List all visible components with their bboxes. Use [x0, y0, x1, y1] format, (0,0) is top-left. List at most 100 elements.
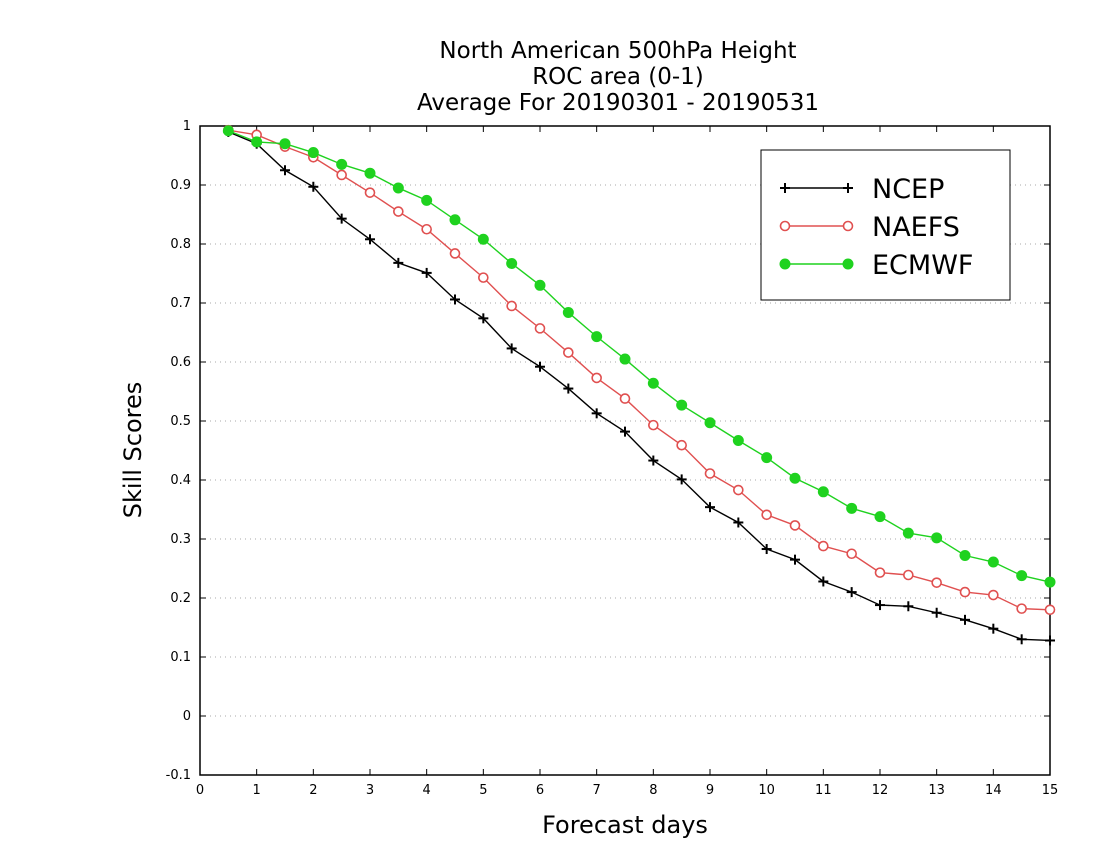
point-ecmwf [307, 147, 319, 159]
point-naefs [704, 468, 716, 479]
point-ecmwf [789, 472, 801, 484]
point-ncep [705, 502, 715, 513]
point-naefs [449, 248, 461, 259]
point-naefs [421, 223, 432, 235]
y-tick-label: 0 [183, 709, 191, 724]
point-ncep [336, 213, 347, 224]
legend-marker-ecmwf [842, 258, 854, 270]
y-tick-label: 0.8 [170, 237, 191, 252]
legend-marker-ecmwf [779, 258, 791, 270]
point-naefs [336, 169, 347, 181]
point-naefs [846, 548, 857, 560]
point-ncep [478, 313, 489, 324]
point-naefs [931, 577, 942, 588]
series-layer [222, 124, 1056, 646]
y-axis-label: Skill Scores [119, 382, 147, 519]
x-tick-label: 0 [196, 783, 204, 798]
x-tick-label: 11 [815, 783, 832, 798]
point-ncep [733, 517, 744, 528]
x-tick-label: 2 [309, 783, 317, 798]
point-ecmwf [222, 125, 234, 137]
x-tick-label: 1 [253, 783, 261, 798]
point-ecmwf [251, 136, 263, 148]
title-line-3: Average For 20190301 - 20190531 [417, 90, 819, 116]
legend-label-naefs: NAEFS [872, 212, 960, 243]
point-ecmwf [477, 233, 489, 245]
point-ncep [903, 601, 914, 612]
point-ecmwf [279, 138, 291, 150]
point-ecmwf [732, 434, 744, 446]
point-ecmwf [364, 167, 376, 179]
y-tick-label: 0.7 [170, 296, 191, 311]
legend-marker-ncep [843, 183, 853, 193]
point-ecmwf [1016, 570, 1028, 582]
point-ecmwf [562, 306, 574, 318]
chart-title: North American 500hPa Height ROC area (0… [417, 38, 819, 116]
point-ncep [535, 361, 545, 372]
point-ecmwf [874, 511, 886, 523]
point-ecmwf [421, 194, 433, 206]
x-tick-label: 10 [758, 783, 775, 798]
y-tick-label: 0.4 [170, 473, 191, 488]
point-ecmwf [931, 532, 943, 544]
point-ecmwf [506, 257, 518, 269]
x-tick-label: 8 [649, 783, 657, 798]
point-naefs [648, 419, 659, 431]
point-ncep [960, 614, 970, 625]
point-ecmwf [647, 377, 659, 389]
legend-marker-naefs [779, 220, 791, 232]
legend: NCEP NAEFS ECMWF [760, 149, 1011, 301]
y-tick-label: 0.9 [170, 178, 191, 193]
point-ncep [393, 257, 404, 268]
point-ecmwf [449, 214, 461, 226]
point-ecmwf [591, 331, 603, 343]
y-tick-label: 0.6 [170, 355, 191, 370]
point-ecmwf [959, 550, 971, 562]
point-naefs [563, 347, 574, 358]
point-ecmwf [534, 279, 546, 291]
point-ecmwf [761, 452, 773, 464]
point-ecmwf [676, 399, 688, 411]
point-ncep [988, 623, 999, 634]
point-ncep [591, 408, 602, 419]
legend-marker-ncep [780, 183, 790, 193]
point-naefs [478, 272, 489, 283]
point-naefs [959, 586, 971, 598]
point-naefs [676, 439, 687, 451]
y-axis-ticks: -0.1 0 0.1 0.2 0.3 0.4 0.5 0.6 0.7 0.8 0.9 1 [166, 119, 1050, 783]
point-naefs [874, 567, 886, 578]
point-ncep [1016, 634, 1027, 645]
legend-item-naefs: NAEFS [779, 212, 960, 243]
point-naefs [619, 393, 631, 404]
x-tick-label: 5 [479, 783, 487, 798]
point-ecmwf [336, 158, 348, 170]
y-tick-label: -0.1 [166, 768, 191, 783]
legend-label-ecmwf: ECMWF [872, 250, 973, 281]
title-line-2: ROC area (0-1) [532, 64, 704, 90]
point-ecmwf [846, 502, 858, 514]
point-naefs [1016, 603, 1027, 614]
point-ecmwf [902, 527, 914, 539]
point-naefs [506, 300, 517, 312]
point-ncep [280, 165, 290, 176]
x-tick-label: 14 [985, 783, 1002, 798]
x-tick-label: 12 [872, 783, 889, 798]
y-tick-label: 0.3 [170, 532, 191, 547]
point-naefs [818, 540, 829, 552]
point-ecmwf [619, 353, 631, 365]
point-ecmwf [987, 556, 999, 568]
point-naefs [393, 206, 404, 217]
point-ncep [676, 474, 687, 485]
point-naefs [761, 509, 772, 521]
series-ncep [223, 126, 1055, 646]
point-ncep [506, 343, 517, 354]
series-naefs [223, 124, 1056, 616]
x-tick-label: 7 [593, 783, 601, 798]
title-line-1: North American 500hPa Height [439, 38, 796, 64]
point-ecmwf [817, 486, 829, 498]
point-naefs [1044, 604, 1056, 616]
point-naefs [591, 372, 602, 384]
plot-frame [199, 125, 1051, 776]
point-ncep [648, 455, 659, 466]
